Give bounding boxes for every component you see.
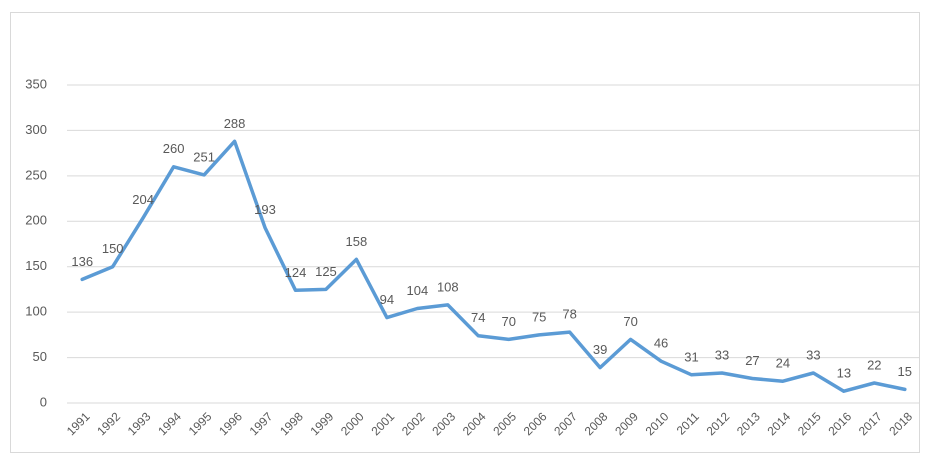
- data-label: 27: [745, 353, 759, 368]
- y-tick-label: 50: [33, 349, 47, 364]
- data-label: 150: [102, 241, 124, 256]
- data-label: 108: [437, 279, 459, 294]
- data-label: 70: [623, 314, 637, 329]
- data-label: 125: [315, 264, 337, 279]
- data-label: 33: [715, 347, 729, 362]
- data-label: 33: [806, 347, 820, 362]
- data-label: 136: [71, 254, 93, 269]
- data-label: 94: [380, 292, 394, 307]
- data-label: 24: [776, 356, 790, 371]
- data-label: 70: [501, 314, 515, 329]
- y-tick-label: 0: [40, 394, 47, 409]
- data-label: 193: [254, 202, 276, 217]
- y-tick-label: 150: [25, 258, 47, 273]
- data-label: 13: [837, 366, 851, 381]
- data-label: 104: [406, 283, 428, 298]
- data-label: 78: [562, 307, 576, 322]
- data-label: 31: [684, 349, 698, 364]
- data-label: 288: [224, 116, 246, 131]
- data-label: 46: [654, 336, 668, 351]
- data-label: 74: [471, 310, 485, 325]
- y-tick-label: 200: [25, 213, 47, 228]
- data-line: [80, 139, 907, 393]
- data-label: 15: [898, 364, 912, 379]
- data-label: 75: [532, 309, 546, 324]
- y-tick-label: 250: [25, 167, 47, 182]
- data-label: 260: [163, 141, 185, 156]
- data-label: 124: [285, 265, 307, 280]
- y-tick-label: 300: [25, 122, 47, 137]
- data-label: 158: [346, 234, 368, 249]
- data-label: 251: [193, 149, 215, 164]
- chart-border: [10, 12, 920, 453]
- data-label: 39: [593, 342, 607, 357]
- y-tick-label: 350: [25, 76, 47, 91]
- y-tick-label: 100: [25, 304, 47, 319]
- data-label: 22: [867, 357, 881, 372]
- data-label: 204: [132, 192, 154, 207]
